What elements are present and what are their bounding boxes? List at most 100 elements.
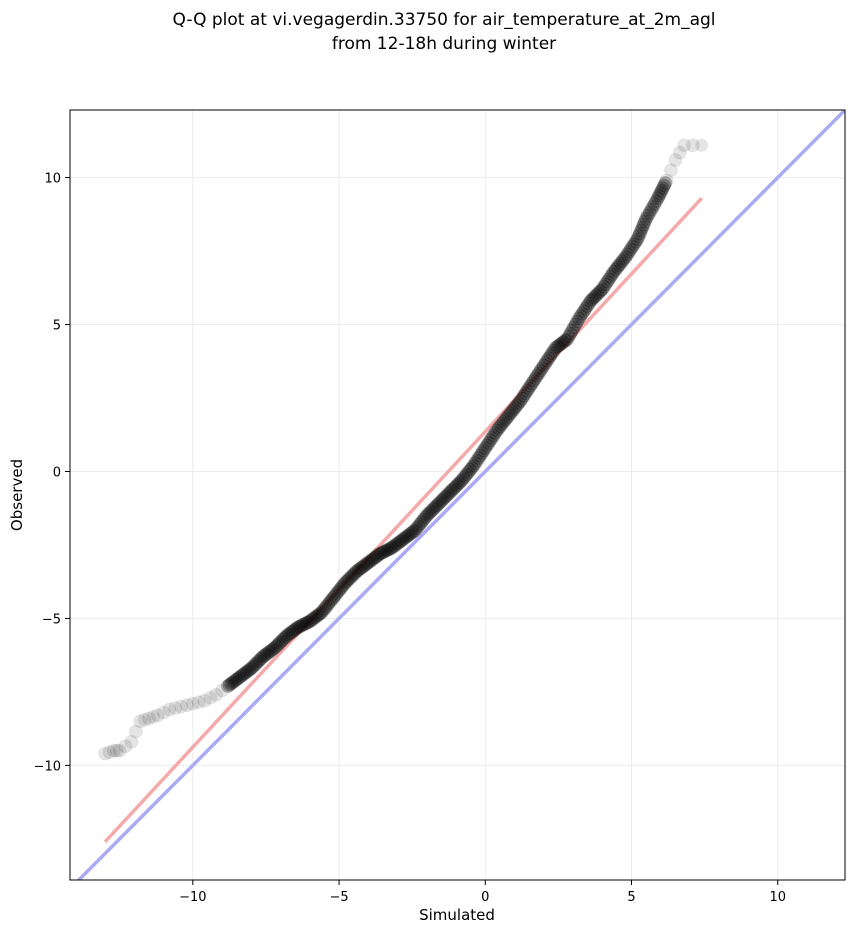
data-point	[379, 543, 394, 558]
data-point	[383, 541, 398, 556]
data-point	[464, 460, 479, 475]
data-point	[520, 383, 535, 398]
data-point	[630, 232, 645, 247]
data-point	[227, 673, 242, 688]
data-point	[596, 279, 611, 294]
data-point	[282, 626, 297, 641]
data-point	[256, 649, 271, 664]
data-point	[483, 433, 498, 448]
data-point	[409, 521, 424, 536]
data-point	[516, 388, 531, 403]
data-point	[573, 309, 588, 324]
data-point	[466, 458, 481, 473]
data-point	[242, 662, 257, 677]
y-tick-label: 0	[53, 465, 61, 480]
data-point	[344, 569, 359, 584]
data-point	[391, 535, 406, 550]
data-point	[449, 478, 464, 493]
data-point	[234, 668, 249, 683]
data-point	[568, 317, 583, 332]
chart-title-line-1: Q-Q plot at vi.vegagerdin.33750 for air_…	[172, 10, 715, 30]
data-point	[468, 456, 483, 471]
data-point	[659, 173, 674, 188]
data-point	[561, 329, 576, 344]
data-point	[545, 346, 560, 361]
data-point	[424, 503, 439, 518]
y-tick-label: 10	[44, 172, 61, 187]
data-point	[374, 545, 389, 560]
data-point	[553, 337, 568, 352]
data-point	[296, 617, 311, 632]
data-point	[650, 191, 665, 206]
data-point	[463, 462, 478, 477]
data-point	[578, 301, 593, 316]
data-point	[359, 556, 374, 571]
data-point	[332, 582, 347, 597]
x-axis-label: Simulated	[419, 906, 495, 924]
data-point	[224, 676, 239, 691]
data-point	[307, 610, 322, 625]
y-tick-label: −10	[34, 759, 61, 774]
data-point	[613, 256, 628, 271]
data-point	[301, 615, 316, 630]
data-point	[146, 709, 161, 724]
data-point	[277, 630, 292, 645]
data-point	[286, 624, 301, 639]
data-point	[571, 311, 586, 326]
data-point	[625, 239, 640, 254]
data-point	[209, 687, 224, 702]
data-point	[622, 244, 637, 259]
plot-frame	[69, 109, 846, 881]
data-point	[479, 438, 494, 453]
data-point	[291, 620, 306, 635]
data-point	[294, 618, 309, 633]
data-point	[628, 234, 643, 249]
data-point	[488, 425, 503, 440]
data-point	[486, 428, 501, 443]
data-point	[388, 538, 403, 553]
data-point	[476, 443, 491, 458]
data-point	[364, 553, 379, 568]
data-point	[640, 208, 655, 223]
data-point	[356, 559, 371, 574]
data-point	[672, 145, 687, 160]
data-point	[162, 702, 177, 717]
data-point	[580, 299, 595, 314]
data-point	[439, 488, 454, 503]
data-point	[118, 739, 133, 754]
data-point	[237, 666, 252, 681]
data-point	[453, 474, 468, 489]
data-point	[623, 242, 638, 257]
data-point	[106, 743, 121, 758]
data-point	[444, 483, 459, 498]
data-point	[404, 525, 419, 540]
data-point	[657, 178, 672, 193]
data-point	[496, 414, 511, 429]
data-point	[474, 446, 489, 461]
data-point	[376, 545, 391, 560]
data-point	[369, 549, 384, 564]
data-point	[141, 711, 156, 726]
data-point	[510, 398, 525, 413]
data-point	[306, 611, 321, 626]
data-point	[220, 679, 235, 694]
data-point	[590, 287, 605, 302]
reference-line-group	[76, 110, 845, 880]
data-point	[658, 176, 673, 191]
data-point	[292, 619, 307, 634]
x-tick-label: −5	[329, 890, 348, 905]
reference-line	[76, 110, 845, 880]
data-point	[414, 514, 429, 529]
data-point	[314, 605, 329, 620]
data-point	[271, 637, 286, 652]
data-point	[581, 296, 596, 311]
data-point	[396, 532, 411, 547]
data-point	[677, 138, 692, 153]
data-point	[636, 217, 651, 232]
data-point	[284, 625, 299, 640]
data-point	[433, 495, 448, 510]
data-point	[351, 563, 366, 578]
data-point	[471, 451, 486, 466]
data-point	[297, 616, 312, 631]
